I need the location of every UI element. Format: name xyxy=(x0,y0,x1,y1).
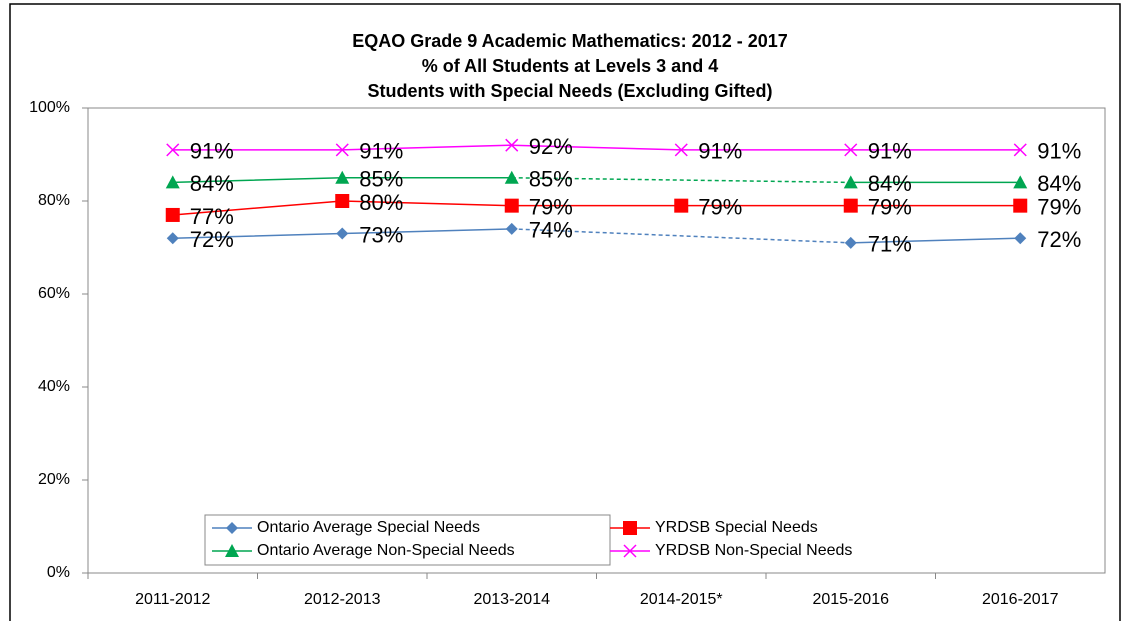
data-label: 77% xyxy=(190,204,234,229)
y-tick-label: 80% xyxy=(38,192,70,209)
data-label: 84% xyxy=(190,171,234,196)
marker xyxy=(1013,175,1028,189)
marker xyxy=(165,207,180,222)
legend-label: YRDSB Special Needs xyxy=(655,519,818,536)
marker xyxy=(504,198,519,213)
data-label: 85% xyxy=(529,167,573,192)
data-label: 91% xyxy=(698,139,742,164)
data-label: 80% xyxy=(359,190,403,215)
legend-label: Ontario Average Special Needs xyxy=(257,519,480,536)
data-label: 79% xyxy=(529,194,573,219)
data-label: 74% xyxy=(529,218,573,243)
data-label: 84% xyxy=(1037,171,1081,196)
y-tick-label: 20% xyxy=(38,471,70,488)
data-label: 71% xyxy=(868,232,912,257)
marker xyxy=(335,143,349,157)
data-label: 85% xyxy=(359,167,403,192)
marker xyxy=(674,198,689,213)
data-label: 91% xyxy=(359,139,403,164)
gap-line xyxy=(511,177,851,184)
chart-title: % of All Students at Levels 3 and 4 xyxy=(422,56,718,76)
x-tick-label: 2012-2013 xyxy=(304,591,381,608)
data-label: 72% xyxy=(1037,227,1081,252)
legend-box xyxy=(204,514,611,566)
series-line xyxy=(172,200,1021,216)
chart-title: EQAO Grade 9 Academic Mathematics: 2012 … xyxy=(352,31,788,51)
gap-line xyxy=(511,228,851,244)
data-label: 79% xyxy=(698,194,742,219)
marker xyxy=(336,227,349,240)
marker xyxy=(166,143,180,157)
marker xyxy=(165,175,180,189)
legend-label: YRDSB Non-Special Needs xyxy=(655,542,852,559)
x-tick-label: 2016-2017 xyxy=(982,591,1059,608)
x-tick-label: 2015-2016 xyxy=(812,591,889,608)
marker xyxy=(844,236,857,249)
marker xyxy=(843,175,858,189)
data-label: 72% xyxy=(190,227,234,252)
marker xyxy=(843,198,858,213)
marker xyxy=(166,232,179,245)
data-label: 91% xyxy=(868,139,912,164)
marker xyxy=(505,138,519,152)
marker xyxy=(1013,198,1028,213)
data-label: 84% xyxy=(868,171,912,196)
x-tick-label: 2011-2012 xyxy=(135,591,210,608)
data-label: 91% xyxy=(190,139,234,164)
marker xyxy=(623,544,637,558)
series-line xyxy=(172,144,1021,151)
marker xyxy=(225,544,239,557)
series-line xyxy=(850,237,1021,244)
marker xyxy=(226,522,238,534)
x-tick-label: 2013-2014 xyxy=(473,591,550,608)
data-label: 91% xyxy=(1037,139,1081,164)
marker xyxy=(623,521,637,535)
chart-title: Students with Special Needs (Excluding G… xyxy=(367,81,772,101)
y-tick-label: 60% xyxy=(38,285,70,302)
marker xyxy=(335,194,350,208)
legend: Ontario Average Special Needs YRDSB Speci… xyxy=(204,514,852,566)
data-label: 79% xyxy=(868,194,912,219)
marker xyxy=(505,222,518,235)
marker xyxy=(335,170,350,184)
data-label: 92% xyxy=(529,134,573,159)
x-tick-label: 2014-2015* xyxy=(640,591,723,608)
marker xyxy=(1014,232,1027,245)
legend-label: Ontario Average Non-Special Needs xyxy=(257,542,515,559)
marker xyxy=(844,143,858,157)
y-tick-label: 0% xyxy=(47,564,70,581)
marker xyxy=(504,170,519,184)
y-tick-label: 100% xyxy=(29,99,70,116)
marker xyxy=(1013,143,1027,157)
data-label: 79% xyxy=(1037,194,1081,219)
data-label: 73% xyxy=(359,222,403,247)
y-tick-label: 40% xyxy=(38,378,70,395)
marker xyxy=(674,143,688,157)
